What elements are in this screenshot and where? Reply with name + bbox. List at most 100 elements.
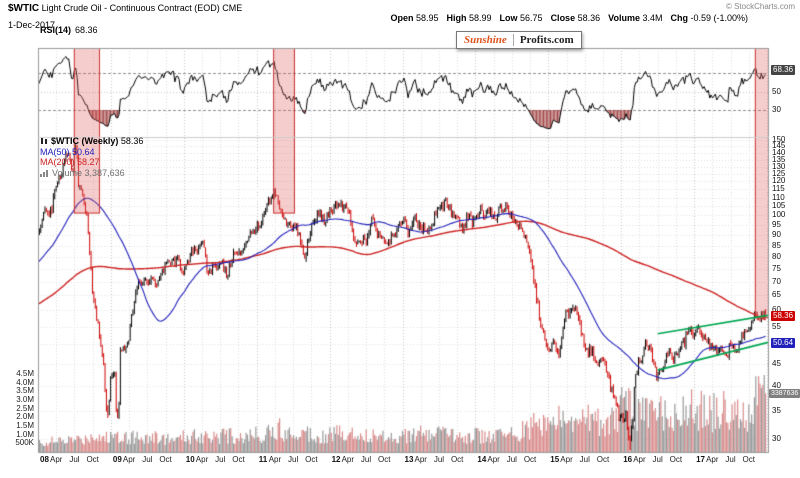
price-tick-150: 150 [772,135,786,144]
quarter-label-13-Apr: Apr [414,455,427,464]
price-tick-140: 140 [772,147,786,157]
date-label: 1-Dec-2017 [8,20,56,30]
sunshine-profits-logo[interactable]: Sunshine Profits.com [456,31,582,49]
ma50-value-badge: 50.64 [771,337,796,348]
price-tick-130: 130 [772,161,786,171]
quote-open: Open 58.95 [390,13,439,23]
quarter-label-17-Apr: Apr [706,455,719,464]
price-tick-90: 90 [772,229,781,239]
quarter-label-15-Jul: Jul [579,455,590,464]
rsi-indicator-label: RSI(14) [40,25,72,35]
quarter-label-11-Apr: Apr [268,455,282,464]
quarter-label-10-Apr: Apr [195,455,209,464]
quarter-label-09-Apr: Apr [122,455,136,464]
quarter-label-15-Apr: Apr [560,455,573,464]
legend-ma50-label: MA(50) [40,146,70,157]
legend-volume-value: 3,387,636 [84,167,125,178]
symbol-label: $WTIC [8,3,40,14]
quarter-label-10-Jul: Jul [215,455,226,464]
quarter-label-14-Jul: Jul [506,455,517,464]
quarter-label-17-Jul: Jul [725,455,736,464]
volume-tick-3.0M: 3.0M [16,395,34,405]
price-tick-65: 65 [772,290,781,300]
legend-ma200-value: 58.27 [77,157,100,167]
volume-value-badge: 3387636 [769,389,800,399]
price-tick-75: 75 [772,263,781,273]
volume-tick-4.5M: 4.5M [16,369,34,379]
volume-tick-2.5M: 2.5M [16,403,34,413]
year-label-08: 08 [40,455,49,464]
rsi-tick-50: 50 [772,86,781,96]
price-tick-60: 60 [772,305,781,315]
rsi-indicator-value: 68.36 [75,25,98,35]
legend-ma200-row: MA(200) 58.27 [40,157,143,168]
quarter-label-13-Oct: Oct [450,455,464,464]
year-label-14: 14 [477,455,487,464]
chart-header: $WTIC Light Crude Oil - Continuous Contr… [8,3,242,14]
price-tick-105: 105 [772,201,786,211]
year-label-16: 16 [623,455,633,464]
quote-bar: Open 58.95 High 58.99 Low 56.75 Close 58.36… [382,13,748,23]
legend-volume-row: Volume 3,387,636 [40,168,143,179]
quarter-label-17-Oct: Oct [742,455,755,464]
quarter-label-12-Oct: Oct [378,455,391,464]
price-tick-85: 85 [772,240,781,250]
volume-tick-2.0M: 2.0M [16,412,34,422]
quarter-label-08-Jul: Jul [69,455,80,464]
year-label-12: 12 [331,455,341,464]
legend-ma50-row: MA(50) 50.64 [40,147,143,158]
quarter-label-13-Jul: Jul [433,455,445,464]
price-tick-145: 145 [772,141,786,151]
quarter-label-09-Oct: Oct [159,455,172,464]
price-tick-30: 30 [772,434,781,444]
legend-ma200-label: MA(200) [40,157,75,167]
quarter-label-14-Apr: Apr [487,455,500,464]
volume-tick-1.5M: 1.5M [16,421,34,431]
quarter-label-11-Jul: Jul [288,455,299,464]
legend-symbol-row: $WTIC (Weekly) 58.36 [40,136,143,147]
quarter-label-15-Oct: Oct [596,455,610,464]
legend-ma50-value: 50.64 [72,146,95,157]
year-label-09: 09 [112,455,122,464]
rsi-last-value-badge: 68.36 [771,64,796,75]
price-tick-100: 100 [772,210,786,220]
logo-sunshine-text: Sunshine [464,34,514,46]
year-label-17: 17 [696,455,705,464]
price-panel-legend: $WTIC (Weekly) 58.36 MA(50) 50.64 MA(200… [40,136,143,178]
quarter-label-16-Apr: Apr [633,455,646,464]
quarter-label-12-Apr: Apr [341,455,355,464]
year-label-10: 10 [185,455,195,464]
volume-tick-3.5M: 3.5M [16,386,34,396]
quarter-label-08-Apr: Apr [49,455,63,464]
price-tick-70: 70 [772,276,781,286]
copyright-label: © StockCharts.com [725,2,795,11]
volume-tick-1.0M: 1.0M [16,429,34,439]
year-label-11: 11 [258,455,268,464]
price-tick-95: 95 [772,219,781,229]
price-tick-120: 120 [772,176,786,186]
price-tick-125: 125 [772,168,786,178]
rsi-tick-30: 30 [772,105,781,114]
legend-symbol-label: $WTIC (Weekly) [51,136,119,146]
price-tick-110: 110 [772,192,785,202]
instrument-title: Light Crude Oil - Continuous Contract (E… [41,3,243,13]
quarter-label-10-Oct: Oct [232,455,245,464]
price-tick-55: 55 [772,321,781,331]
price-tick-45: 45 [772,358,781,368]
volume-tick-500K: 500K [15,438,34,448]
quarter-label-09-Jul: Jul [142,455,153,464]
price-tick-80: 80 [772,251,781,261]
price-tick-135: 135 [772,154,786,164]
quarter-label-11-Oct: Oct [305,455,318,464]
logo-profits-text: Profits.com [519,34,574,46]
legend-volume-label: Volume [52,167,83,178]
year-label-15: 15 [550,455,560,464]
quarter-label-16-Jul: Jul [652,455,663,464]
quote-close: Close 58.36 [550,13,601,23]
quote-high: High 58.99 [446,13,492,23]
legend-symbol-value: 58.36 [120,136,144,146]
quarter-label-12-Jul: Jul [360,455,372,464]
quote-chg: Chg -0.59 (-1.00%) [670,13,748,23]
